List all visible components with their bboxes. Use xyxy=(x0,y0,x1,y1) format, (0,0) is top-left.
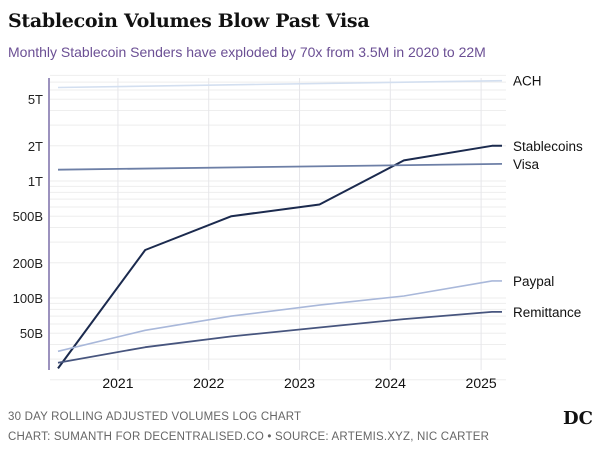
legend-label-paypal: Paypal xyxy=(513,274,554,289)
legend-label-stablecoins: Stablecoins xyxy=(513,139,583,154)
y-tick-label: 100B xyxy=(13,291,43,306)
y-tick-label: 500B xyxy=(13,209,43,224)
grid-lines xyxy=(50,74,506,381)
x-tick-label: 2023 xyxy=(284,375,315,391)
series-lines xyxy=(57,79,503,369)
chart-subtitle: Monthly Stablecoin Senders have exploded… xyxy=(8,44,486,60)
series-line-ach xyxy=(57,79,503,89)
decentralised-logo: DC xyxy=(563,408,593,429)
series-line-visa xyxy=(57,163,503,171)
x-axis-ticks: 2021 2022 2023 2024 2025 xyxy=(102,375,497,391)
legend: ACH Stablecoins Visa Paypal Remittance xyxy=(513,74,583,320)
series-line-paypal xyxy=(57,280,502,353)
x-tick-label: 2025 xyxy=(466,375,497,391)
y-tick-label: 50B xyxy=(20,326,43,341)
x-tick-label: 2021 xyxy=(102,375,133,391)
y-tick-label: 200B xyxy=(13,256,43,271)
legend-label-ach: ACH xyxy=(513,74,542,89)
chart-note: 30 DAY ROLLING ADJUSTED VOLUMES LOG CHAR… xyxy=(8,411,302,423)
y-tick-label: 5T xyxy=(28,92,43,107)
x-tick-label: 2022 xyxy=(193,375,224,391)
legend-label-visa: Visa xyxy=(513,157,540,172)
x-tick-label: 2024 xyxy=(375,375,406,391)
chart-title: Stablecoin Volumes Blow Past Visa xyxy=(8,10,370,32)
legend-label-remittance: Remittance xyxy=(513,305,581,320)
y-tick-label: 2T xyxy=(28,139,43,154)
chart-credit: CHART: SUMANTH FOR DECENTRALISED.CO • SO… xyxy=(8,431,490,443)
series-line-remittance xyxy=(57,310,502,364)
y-tick-label: 1T xyxy=(28,174,43,189)
y-axis-ticks: 50B 100B 200B 500B 1T 2T 5T xyxy=(13,92,43,341)
series-line-stablecoins xyxy=(57,144,502,369)
